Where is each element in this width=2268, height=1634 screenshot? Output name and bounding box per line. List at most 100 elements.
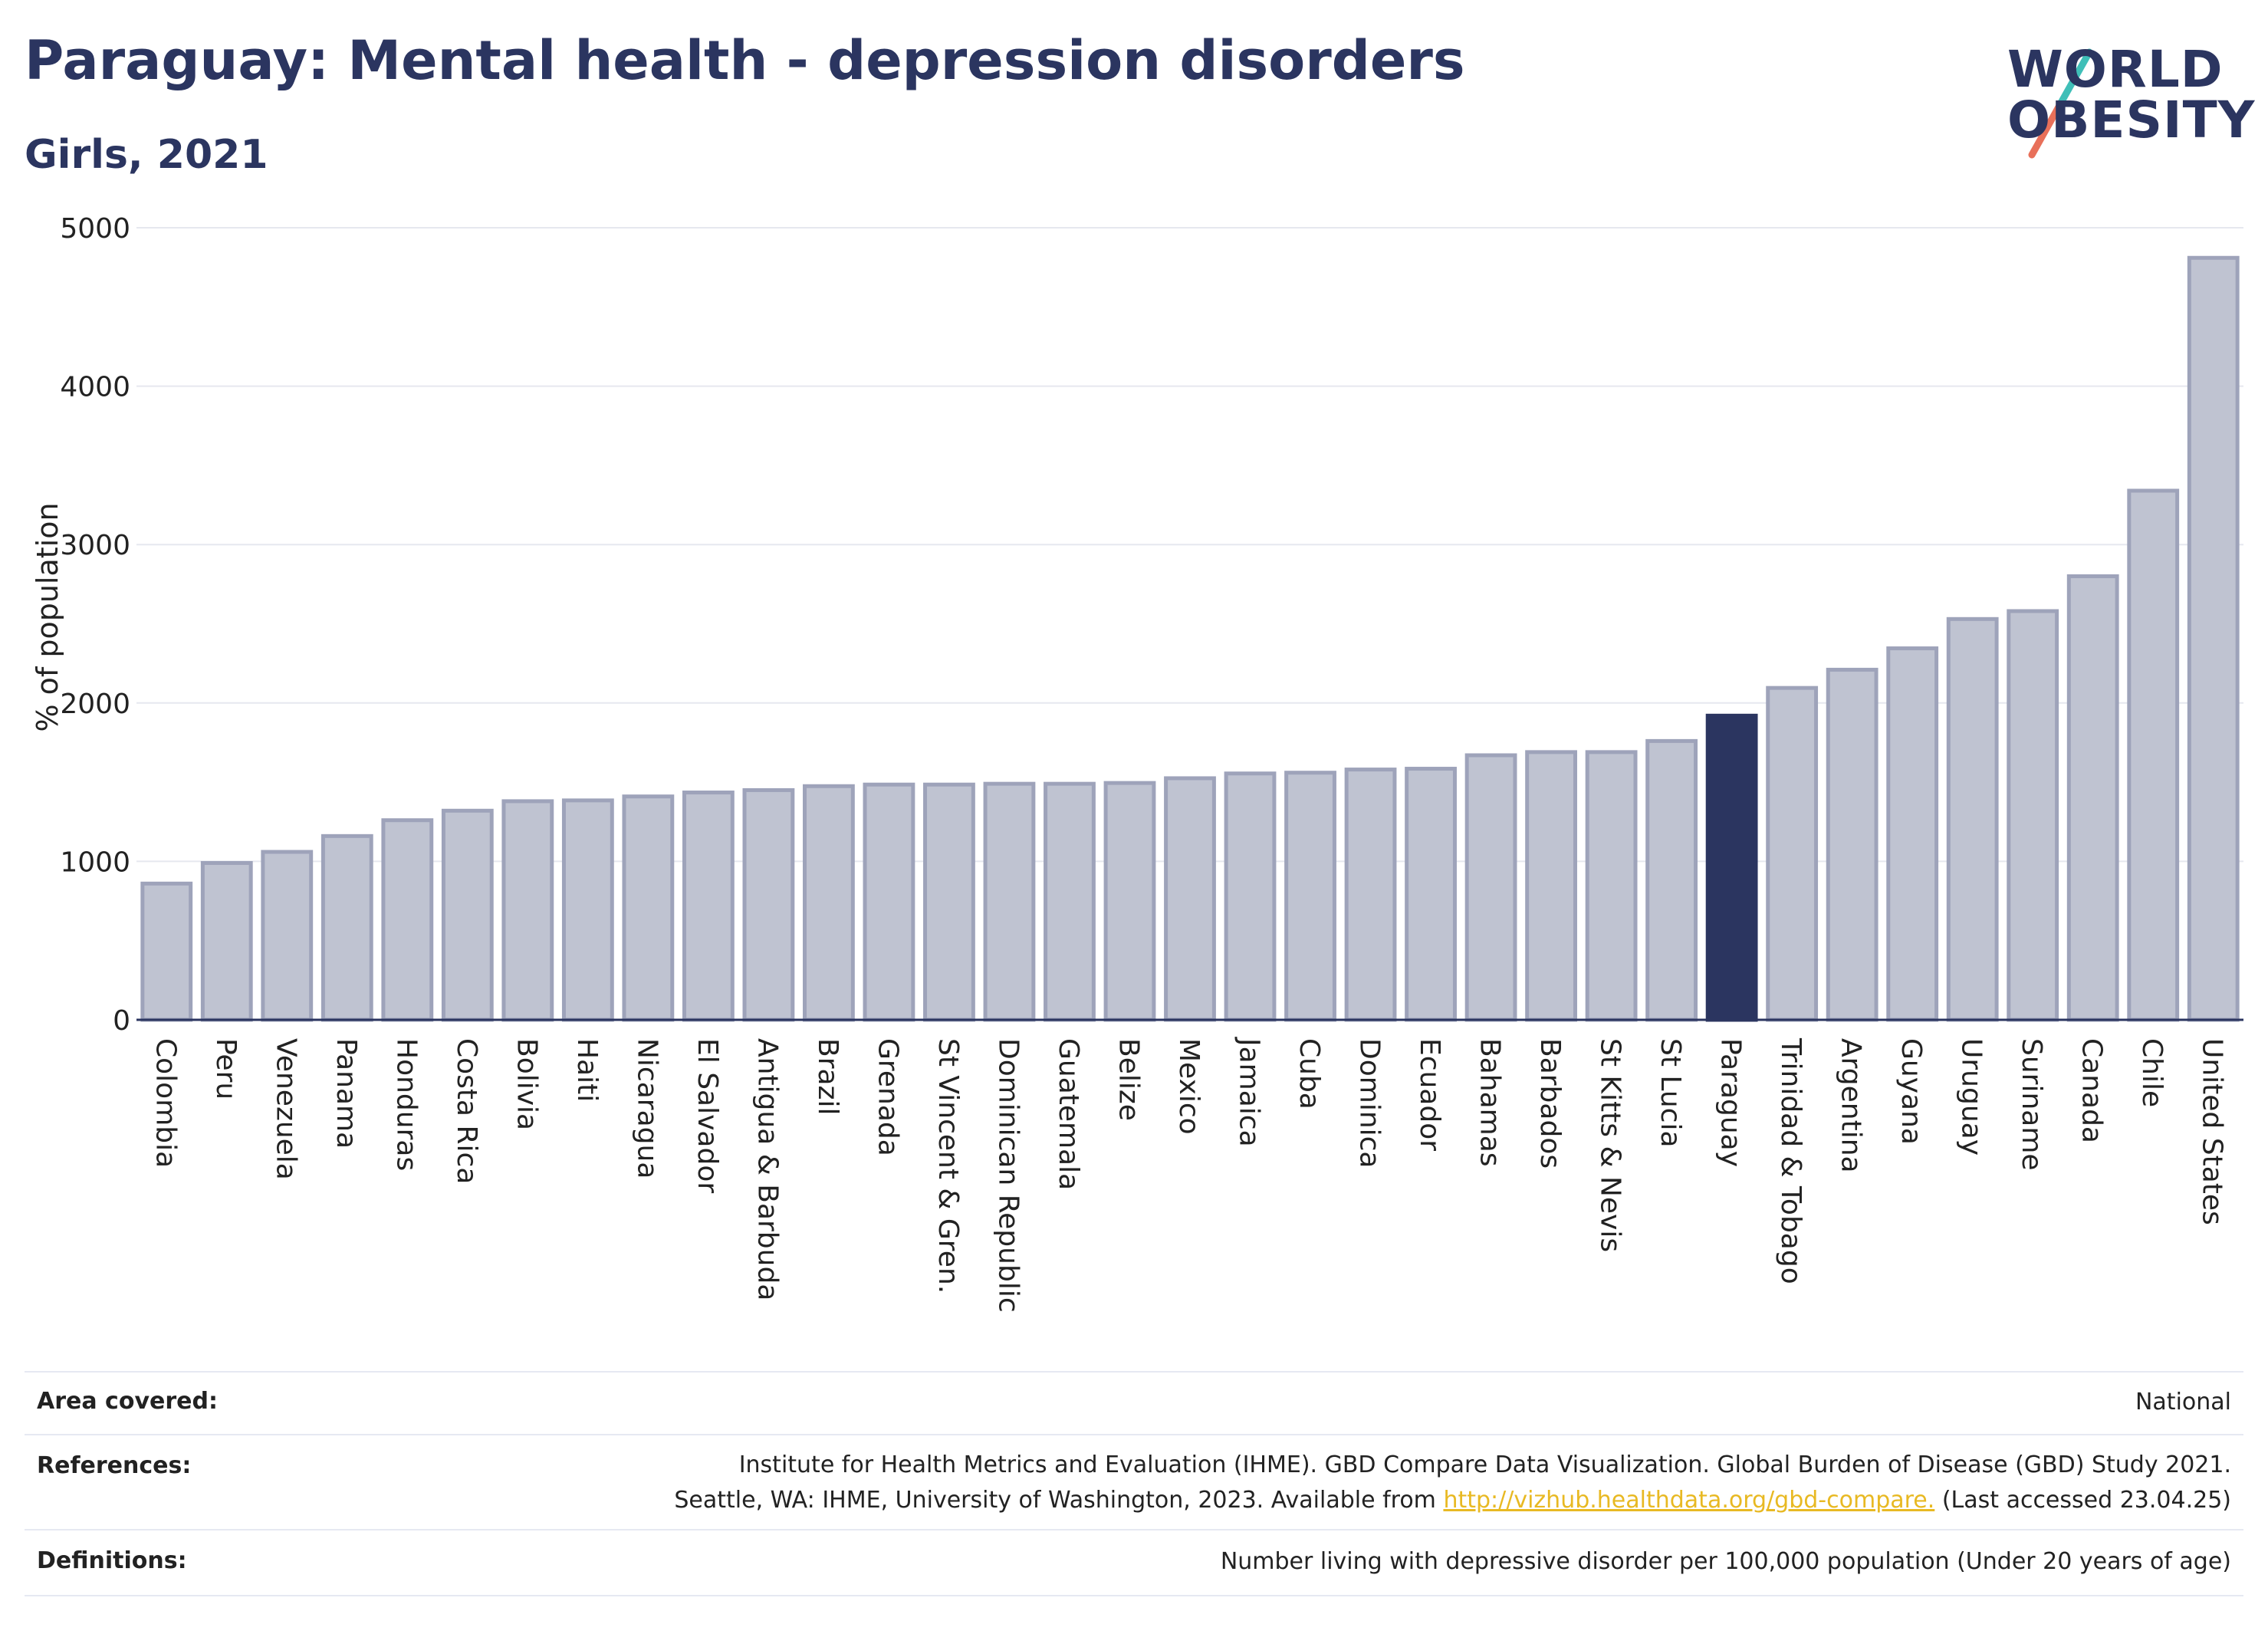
logo-line-1: WORLD (2007, 40, 2224, 99)
bar (923, 782, 975, 1022)
x-tick-label: Bahamas (1474, 1038, 1506, 1167)
x-tick-label: Guatemala (1053, 1038, 1084, 1190)
bar (1946, 616, 1999, 1022)
area-covered-row: Area covered: National (25, 1373, 2243, 1434)
x-tick-label: Paraguay (1715, 1038, 1747, 1167)
x-tick-label: Cuba (1293, 1038, 1325, 1110)
chart-subtitle: Girls, 2021 (25, 132, 268, 178)
bar (320, 833, 373, 1022)
bar (381, 818, 434, 1022)
x-tick-label: Suriname (2016, 1038, 2047, 1171)
world-obesity-logo: WORLD OBESITY (1994, 23, 2254, 161)
x-tick-label: Belize (1113, 1038, 1144, 1121)
bar (622, 794, 675, 1022)
bar (1705, 713, 1758, 1022)
y-tick-label: 0 (113, 1005, 130, 1037)
x-tick-label: St Vincent & Gren. (932, 1038, 964, 1294)
bar (261, 850, 314, 1022)
logo-slash-icon (2028, 48, 2093, 159)
info-divider-top (25, 1371, 2243, 1373)
bar-chart: 0 1000 2000 3000 4000 5000 Colombia Peru Venezue… (60, 213, 2243, 1313)
bar (1405, 767, 1457, 1022)
references-value: Institute for Health Metrics and Evaluat… (674, 1448, 2231, 1518)
bar (1645, 738, 1698, 1022)
x-tick-label: Jamaica (1234, 1037, 1265, 1147)
bar (1766, 685, 1819, 1022)
x-tick-label: Panama (330, 1038, 362, 1149)
references-line-2: Seattle, WA: IHME, University of Washing… (674, 1483, 2231, 1518)
area-covered-value: National (2135, 1389, 2231, 1415)
bar (1044, 781, 1096, 1022)
bar (2187, 255, 2240, 1022)
info-divider-1 (25, 1434, 2243, 1435)
x-tick-label: Mexico (1173, 1038, 1205, 1135)
bar (1224, 771, 1277, 1022)
definitions-value: Number living with depressive disorder p… (1220, 1548, 2231, 1575)
x-tick-label: Ecuador (1414, 1038, 1445, 1151)
logo-line-2: OBESITY (2007, 90, 2256, 150)
x-tick-label: Peru (210, 1038, 242, 1100)
y-tick-label: 2000 (60, 689, 130, 720)
bar (561, 798, 614, 1022)
bar (1886, 646, 1939, 1022)
y-tick-label: 5000 (60, 213, 130, 245)
bar (1284, 771, 1336, 1022)
x-tick-label: St Lucia (1655, 1038, 1686, 1148)
bar (140, 881, 193, 1022)
x-tick-label: Guyana (1895, 1038, 1927, 1145)
bar (983, 781, 1036, 1022)
x-tick-label: United States (2197, 1038, 2228, 1225)
x-tick-label: Haiti (571, 1038, 603, 1102)
bar (1164, 776, 1216, 1022)
x-tick-label: St Kitts & Nevis (1595, 1038, 1626, 1252)
bar (1525, 750, 1577, 1022)
x-tick-label: Venezuela (270, 1038, 301, 1180)
x-tick-label: Uruguay (1956, 1038, 1987, 1156)
bar (2007, 609, 2059, 1022)
references-line-2-text: Seattle, WA: IHME, University of Washing… (674, 1487, 1444, 1514)
x-tick-label: Honduras (390, 1038, 422, 1171)
chart-title: Paraguay: Mental health - depression dis… (25, 29, 1465, 92)
x-tick-label: Argentina (1836, 1038, 1867, 1173)
x-tick-label: Costa Rica (451, 1038, 482, 1184)
y-tick-label: 1000 (60, 847, 130, 878)
bar (1103, 781, 1156, 1022)
x-tick-label: Canada (2076, 1038, 2108, 1143)
bar (2127, 488, 2180, 1022)
bar (1585, 750, 1638, 1022)
area-covered-label: Area covered: (37, 1388, 218, 1415)
x-tick-label: El Salvador (692, 1038, 723, 1193)
bar (200, 860, 253, 1022)
x-tick-label: Dominica (1354, 1038, 1385, 1169)
bar (501, 799, 554, 1022)
definitions-row: Definitions: Number living with depressi… (25, 1530, 2243, 1595)
bar (742, 787, 795, 1022)
bar (1464, 753, 1517, 1022)
info-divider-2 (25, 1529, 2243, 1530)
x-tick-label: Colombia (150, 1038, 181, 1168)
x-tick-label: Brazil (812, 1038, 843, 1115)
references-line-2-suffix: (Last accessed 23.04.25) (1934, 1487, 2231, 1514)
x-tick-label: Trinidad & Tobago (1775, 1037, 1806, 1284)
bar (1826, 667, 1878, 1022)
x-tick-label: Barbados (1534, 1038, 1566, 1169)
references-row: References: Institute for Health Metrics… (25, 1435, 2243, 1527)
y-tick-label: 3000 (60, 530, 130, 561)
bar (2066, 574, 2119, 1022)
bar (863, 782, 915, 1022)
bar (441, 808, 494, 1022)
bar (682, 791, 735, 1022)
x-tick-label: Nicaragua (631, 1038, 662, 1179)
definitions-label: Definitions: (37, 1547, 187, 1574)
x-tick-label: Dominican Republic (992, 1038, 1024, 1313)
references-line-1: Institute for Health Metrics and Evaluat… (738, 1452, 2231, 1478)
references-label: References: (37, 1452, 192, 1479)
x-tick-label: Grenada (872, 1038, 903, 1156)
x-tick-label: Bolivia (511, 1038, 542, 1130)
bar (803, 784, 855, 1022)
y-tick-label: 4000 (60, 372, 130, 403)
x-tick-label: Antigua & Barbuda (751, 1038, 783, 1300)
references-link[interactable]: http://vizhub.healthdata.org/gbd-compare… (1443, 1487, 1935, 1514)
info-divider-bottom (25, 1595, 2243, 1596)
bar (1344, 768, 1397, 1022)
